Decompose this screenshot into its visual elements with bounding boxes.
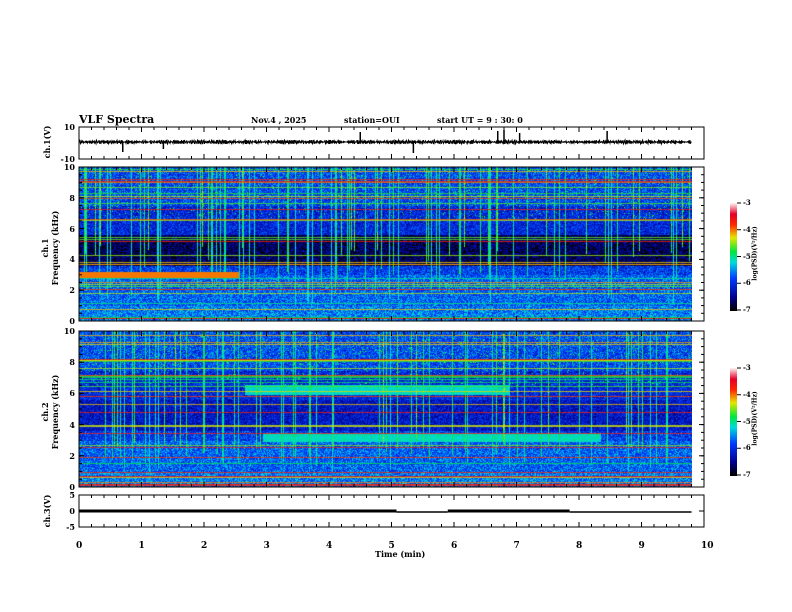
date-label: Nov.4 , 2025 [251,115,307,125]
x-tick-label: 9 [638,541,645,551]
y-tick-label: 8 [69,192,75,203]
y-tick-label: 0 [69,506,75,516]
y-tick-label: 2 [69,450,75,461]
colorbar-tick-label: -6 [743,443,751,453]
ch2-spectrogram [79,331,692,487]
y-tick-label: 10 [63,122,75,132]
colorbar-tick-label: -3 [743,198,751,207]
ch2_spec-frame [78,330,705,488]
ch1-spec-ylabel: ch.1 Frequency (kHz) [40,210,60,286]
x-tick-label: 2 [201,541,208,551]
colorbar-tick-label: -5 [743,416,751,426]
colorbar-tick-label: -4 [743,224,751,234]
colorbar-tick-label: -4 [743,389,751,399]
ch1-spectrogram [79,167,692,321]
x-tick-label: 4 [326,541,333,551]
y-tick-label: 6 [69,223,75,234]
plot-title: VLF Spectra [79,113,155,126]
y-tick-label: 5 [69,490,75,500]
colorbar-2-label: log(PSD)(V²/Hz) [751,391,759,446]
x-tick-label: 5 [388,541,395,551]
y-tick-label: 0 [69,482,75,492]
y-tick-label: 10 [63,162,75,172]
colorbar-tick-label: -5 [743,251,751,261]
colorbar-tick-label: -6 [743,278,751,288]
station-label: station=OUI [344,115,400,125]
y-tick-label: 2 [69,285,75,296]
colorbar-1-label: log(PSD)(V²/Hz) [751,226,759,281]
y-tick-label: 6 [69,388,75,399]
ch1-waveform [78,138,692,146]
ch1_spec-frame [78,166,705,322]
ch2-spec-ylabel: ch.2 Frequency (kHz) [40,374,60,450]
x-tick-label: 1 [138,541,145,551]
x-tick-label: 8 [576,541,583,551]
colorbar-2 [730,368,737,476]
x-tick-label: 6 [451,541,458,551]
y-tick-label: 4 [69,419,75,430]
y-tick-label: 8 [69,357,75,368]
start-time-label: start UT = 9 : 30: 0 [437,115,523,125]
y-tick-label: 0 [69,316,75,326]
colorbar-tick-label: -7 [743,305,751,314]
y-tick-label: -10 [60,154,75,164]
x-tick-label: 0 [76,541,83,551]
y-tick-label: 10 [63,326,75,336]
x-tick-label: 7 [513,541,520,551]
colorbar-1 [730,203,737,311]
colorbar-tick-label: -7 [743,470,751,479]
colorbar-tick-label: -3 [743,363,751,372]
x-tick-label: 3 [263,541,270,551]
ch3-wave-ylabel: ch.3(V) [42,494,52,528]
y-tick-label: 4 [69,254,75,265]
x-axis-label: Time (min) [375,549,426,559]
y-tick-label: -5 [66,522,75,532]
ch1-wave-ylabel: ch.1(V) [42,125,52,159]
x-tick-label: 10 [701,541,714,551]
